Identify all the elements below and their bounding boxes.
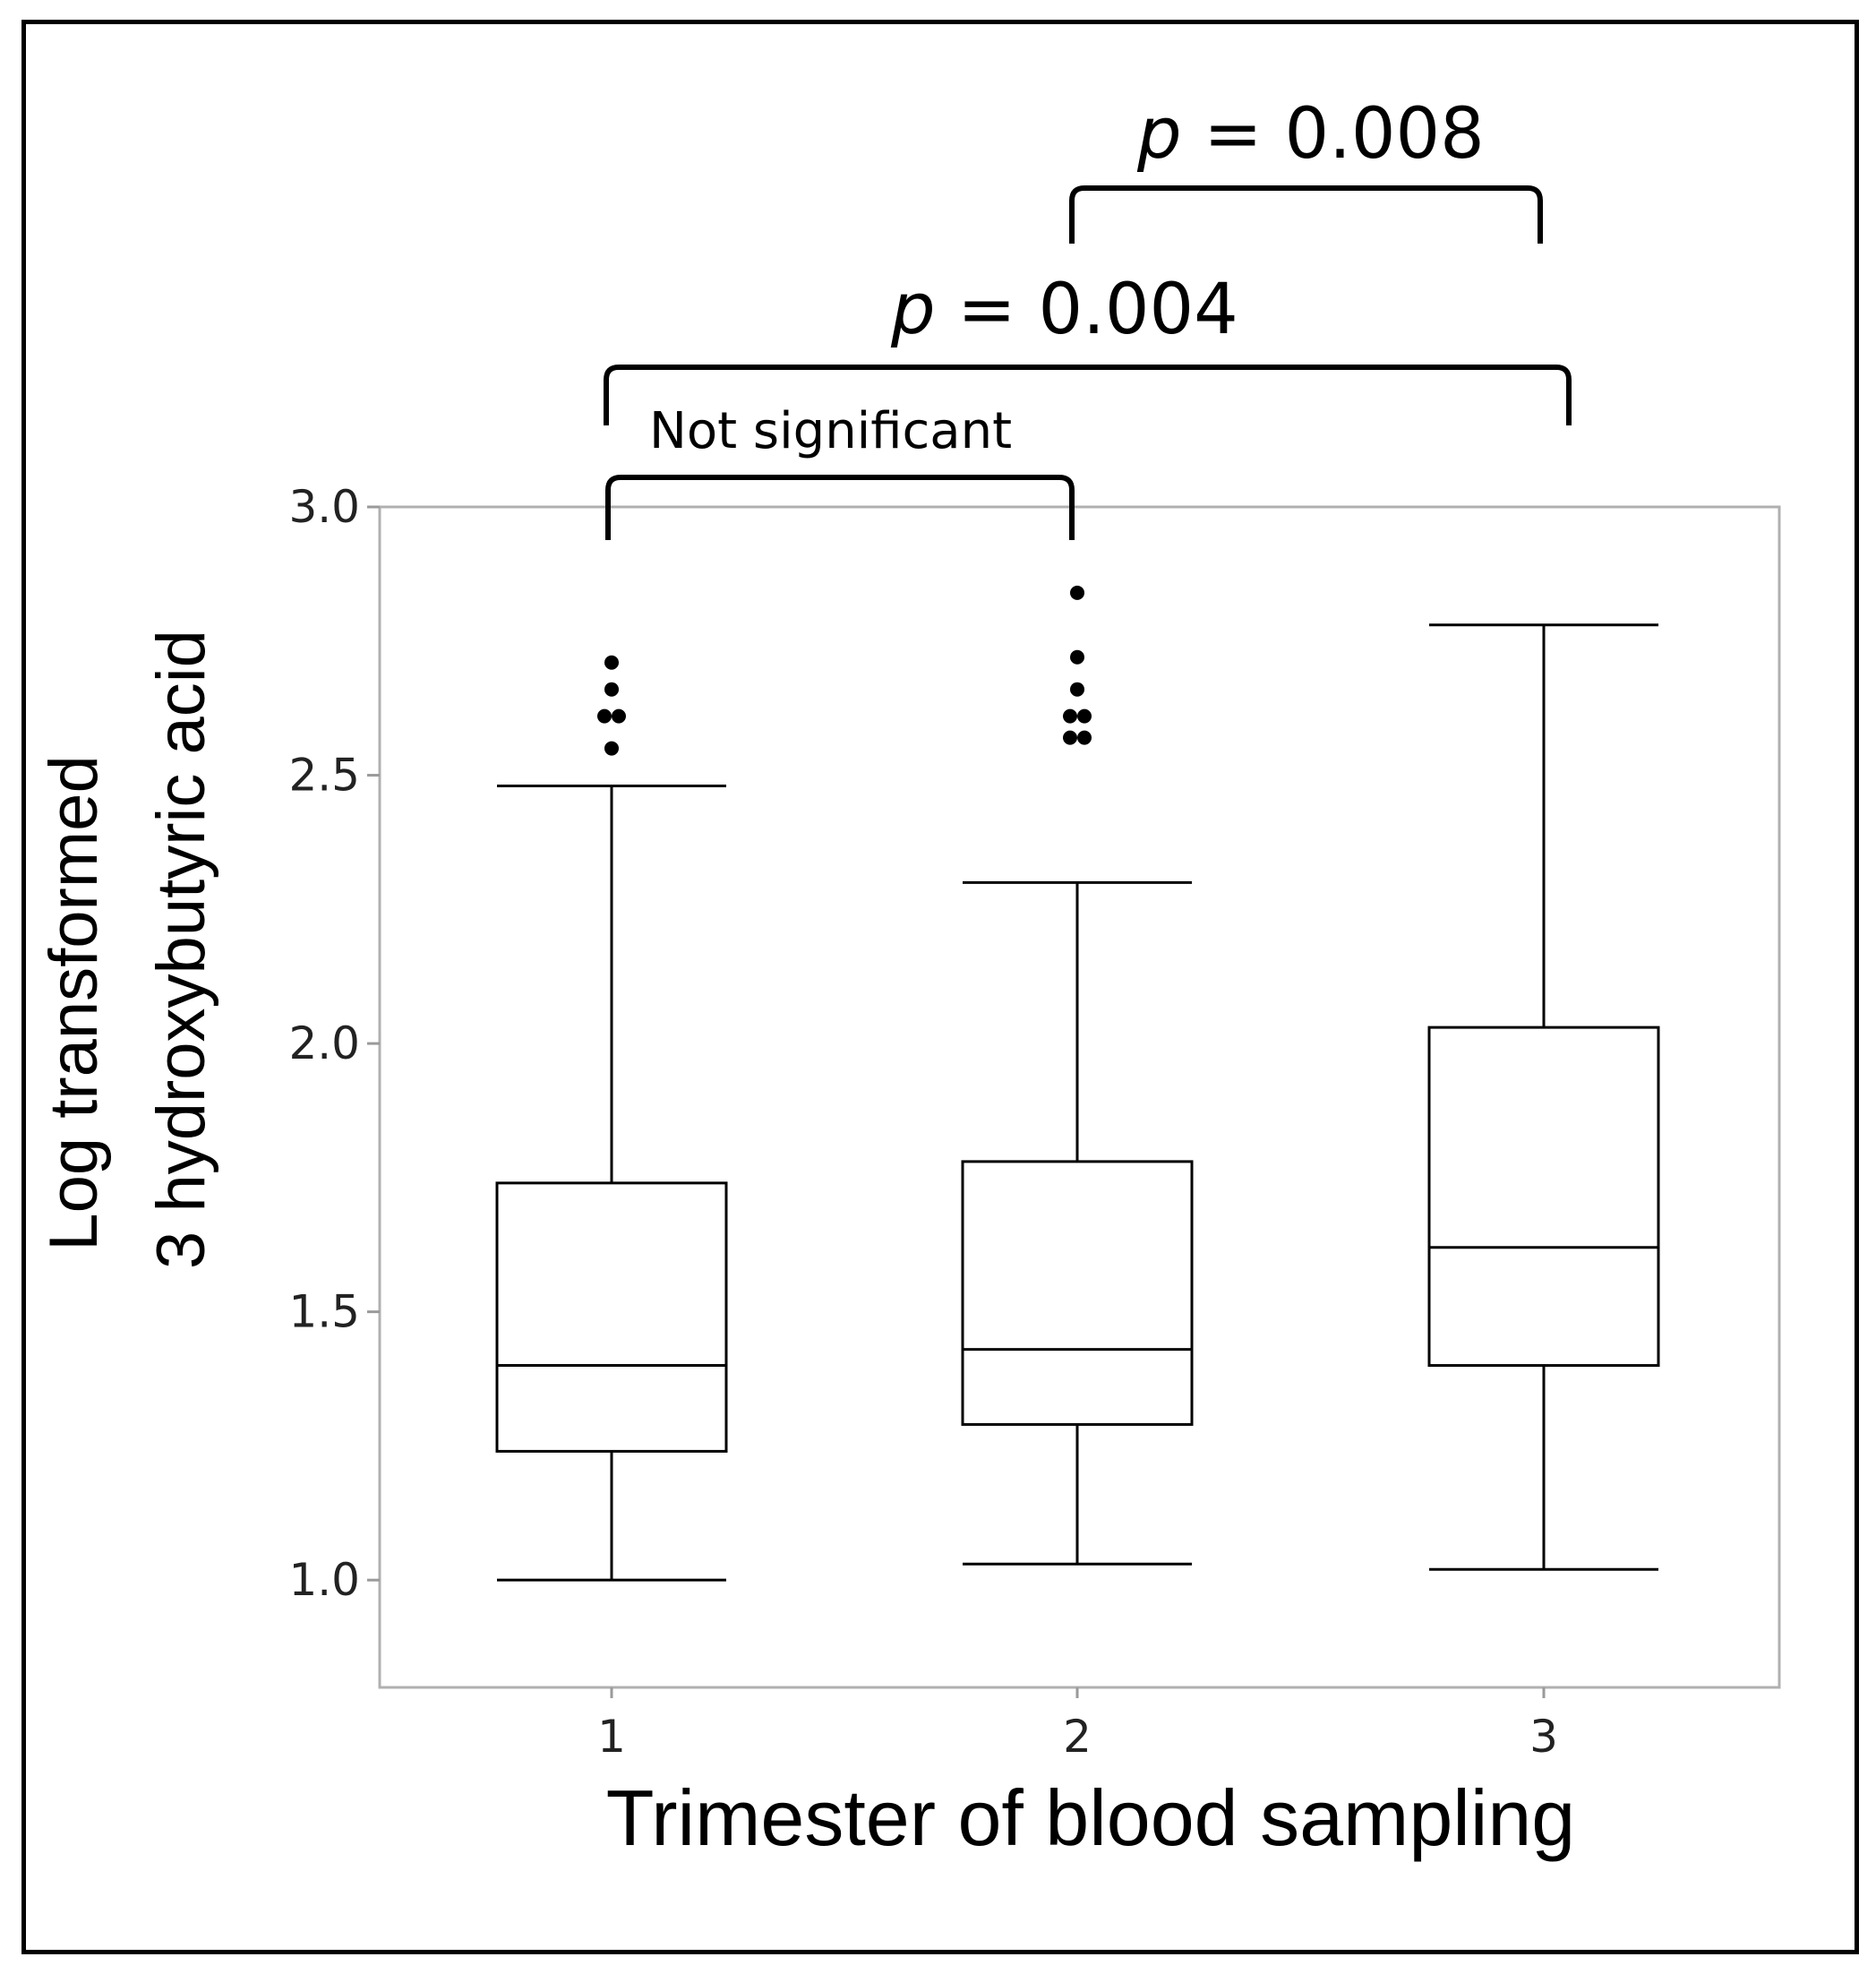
significance-bracket-1-2: Not significant <box>605 402 1075 540</box>
p-symbol: p <box>890 270 936 350</box>
outlier-point <box>612 708 626 724</box>
x-axis-ticks: 1 2 3 <box>597 1687 1558 1763</box>
y-axis-label-line-1: Log transformed <box>36 755 112 1250</box>
outlier-point <box>1077 708 1092 724</box>
p-value-text: = 0.008 <box>1182 94 1485 175</box>
y-axis-ticks: 1.0 1.5 2.0 2.5 3.0 <box>288 481 380 1606</box>
bracket-line <box>604 365 1572 425</box>
y-tick-label: 1.0 <box>288 1554 360 1606</box>
p-symbol: p <box>1136 94 1182 175</box>
outlier-point <box>604 682 619 697</box>
significance-bracket-1-3: p = 0.004 <box>604 270 1572 425</box>
outlier-point <box>1070 682 1084 697</box>
interquartile-box <box>1427 1026 1660 1368</box>
box-category-2 <box>961 585 1194 1566</box>
p-value-text: Not significant <box>649 402 1012 460</box>
outlier-point <box>1077 730 1092 745</box>
outlier-point <box>1070 649 1084 665</box>
bracket-label: p = 0.008 <box>1136 94 1485 175</box>
x-tick-label: 1 <box>597 1711 626 1763</box>
outlier-point <box>1063 708 1077 724</box>
x-tick-label: 3 <box>1529 1711 1558 1763</box>
x-axis-label: Trimester of blood sampling <box>606 1773 1576 1862</box>
figure-frame <box>21 20 1859 1954</box>
box-series <box>495 585 1660 1582</box>
plot-area <box>378 505 1781 1689</box>
bracket-line <box>1069 185 1543 244</box>
interquartile-box <box>961 1160 1194 1426</box>
y-tick-label: 2.5 <box>288 750 360 802</box>
bracket-label: Not significant <box>649 402 1012 460</box>
outlier-point <box>604 741 619 756</box>
outlier-point <box>597 708 612 724</box>
y-tick-label: 2.0 <box>288 1017 360 1069</box>
outlier-point <box>1070 585 1084 600</box>
x-tick-label: 2 <box>1063 1711 1092 1763</box>
outlier-point <box>1063 730 1077 745</box>
outlier-point <box>604 655 619 670</box>
bracket-label: p = 0.004 <box>890 270 1238 350</box>
y-tick-label: 3.0 <box>288 481 360 533</box>
bracket-line <box>605 475 1075 540</box>
y-axis-label-line-2: 3 hydroxybutyric acid <box>143 630 219 1269</box>
box-category-1 <box>495 655 728 1582</box>
y-tick-label: 1.5 <box>288 1286 360 1338</box>
significance-bracket-2-3: p = 0.008 <box>1069 94 1543 244</box>
interquartile-box <box>495 1181 728 1453</box>
box-category-3 <box>1427 623 1660 1571</box>
p-value-text: = 0.004 <box>936 270 1238 350</box>
